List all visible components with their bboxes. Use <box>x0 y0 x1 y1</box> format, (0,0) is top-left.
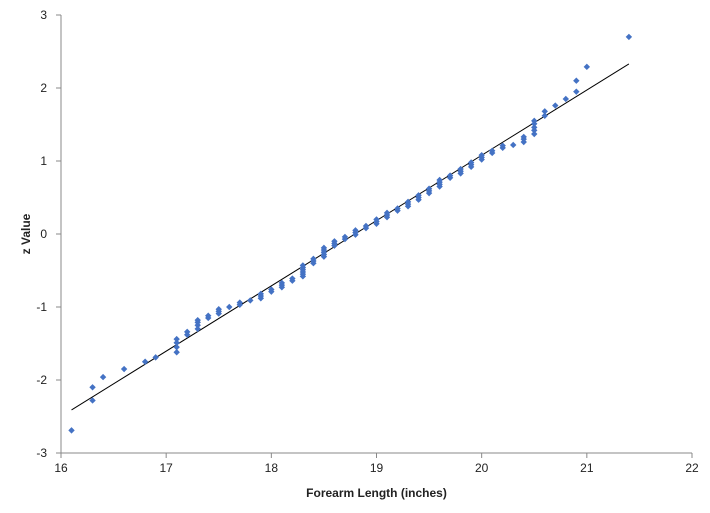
x-tick-label: 21 <box>580 461 594 475</box>
data-point <box>310 255 317 263</box>
data-point <box>320 244 328 252</box>
data-point <box>173 349 180 356</box>
data-point <box>268 286 275 293</box>
data-point <box>415 192 422 199</box>
data-point <box>541 112 548 119</box>
data-points <box>68 33 633 434</box>
data-point <box>194 316 201 324</box>
data-point <box>89 384 96 391</box>
data-point <box>478 151 485 159</box>
data-point <box>99 373 107 381</box>
x-tick-label: 16 <box>54 461 68 475</box>
y-axis-title: z Value <box>19 213 33 254</box>
y-tick-label: 3 <box>40 8 47 22</box>
data-point <box>362 222 370 230</box>
data-point <box>383 209 391 217</box>
data-point <box>89 397 96 404</box>
x-tick-label: 19 <box>370 461 384 475</box>
data-point <box>457 165 464 173</box>
y-tick-label: -3 <box>36 446 47 460</box>
data-point <box>573 88 580 95</box>
data-point <box>173 343 180 351</box>
data-point <box>226 303 233 311</box>
data-point <box>120 365 128 373</box>
x-tick-label: 18 <box>265 461 279 475</box>
x-tick-label: 20 <box>475 461 489 475</box>
data-point <box>467 159 475 166</box>
data-point <box>68 427 75 434</box>
data-point <box>552 102 559 109</box>
x-tick-label: 17 <box>159 461 173 475</box>
data-point <box>531 124 538 131</box>
y-ticks: -3 -2 -1 0 1 2 3 <box>36 8 61 460</box>
data-point <box>510 141 517 149</box>
data-point <box>404 198 412 206</box>
data-point <box>425 185 433 192</box>
data-point <box>278 279 286 287</box>
data-point <box>152 354 159 361</box>
x-ticks: 16 17 18 19 20 21 22 <box>54 453 699 475</box>
data-point <box>215 305 222 313</box>
data-point <box>289 275 296 282</box>
x-axis-title: Forearm Length (inches) <box>306 486 447 500</box>
data-point <box>236 299 243 306</box>
data-point <box>531 117 538 125</box>
data-point <box>331 238 338 245</box>
y-tick-label: -1 <box>36 300 47 314</box>
y-tick-label: 1 <box>40 154 47 168</box>
data-point <box>531 130 538 138</box>
data-point <box>299 262 307 269</box>
data-point <box>141 358 149 365</box>
axes: 16 17 18 19 20 21 22 -3 -2 -1 0 1 2 3 <box>36 8 699 475</box>
data-point <box>520 133 527 141</box>
data-point <box>341 233 349 241</box>
data-point <box>562 95 569 103</box>
y-tick-label: 2 <box>40 81 47 95</box>
data-point <box>488 147 496 154</box>
data-point <box>394 205 401 212</box>
y-tick-label: 0 <box>40 227 47 241</box>
data-point <box>194 325 201 333</box>
data-point <box>625 33 633 41</box>
y-tick-label: -2 <box>36 373 47 387</box>
data-point <box>257 290 265 298</box>
data-point <box>173 339 180 346</box>
data-point <box>583 63 591 71</box>
data-point <box>541 108 548 115</box>
data-point <box>352 227 359 234</box>
data-point <box>373 216 380 223</box>
data-point <box>573 77 580 84</box>
data-point <box>436 176 443 184</box>
data-point <box>205 312 212 319</box>
data-point <box>173 335 180 343</box>
data-point <box>446 172 454 179</box>
x-tick-label: 22 <box>685 461 699 475</box>
data-point <box>184 328 191 336</box>
data-point <box>499 142 506 149</box>
data-point <box>247 297 254 304</box>
